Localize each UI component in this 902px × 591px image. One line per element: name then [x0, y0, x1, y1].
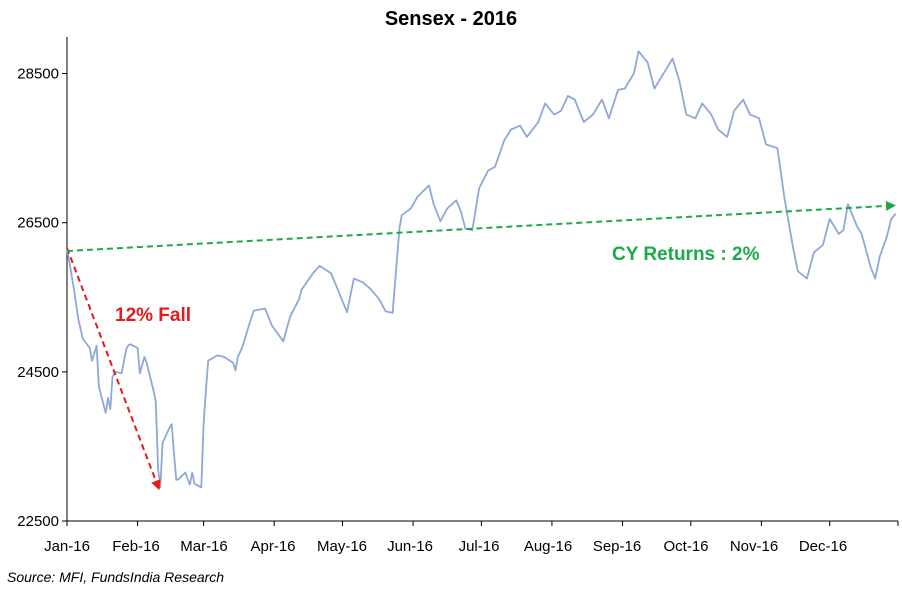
sensex-line — [66, 50, 897, 489]
x-tick-label: Mar-16 — [180, 538, 228, 555]
chart-title: Sensex - 2016 — [384, 8, 518, 30]
annotation-layer — [66, 200, 896, 491]
x-tick-label: Nov-16 — [730, 538, 778, 555]
x-tick-label: Dec-16 — [799, 538, 847, 555]
x-tick-label: Jun-16 — [387, 538, 433, 555]
y-tick-label: 24500 — [17, 364, 59, 381]
y-tick-label: 28500 — [17, 66, 59, 83]
y-tick-label: 26500 — [17, 215, 59, 232]
x-tick-label: Jan-16 — [44, 538, 90, 555]
x-tick-label: Jul-16 — [459, 538, 500, 555]
series-layer — [66, 50, 897, 489]
x-tick-label: May-16 — [317, 538, 367, 555]
source-note: Source: MFI, FundsIndia Research — [7, 569, 225, 585]
returns-annotation: CY Returns : 2% — [612, 244, 760, 265]
x-tick-label: Oct-16 — [663, 538, 708, 555]
axes: 22500 24500 26500 28500 Jan-16 Feb-16 Mar-16 Ap… — [17, 37, 899, 555]
fall-annotation: 12% Fall — [115, 305, 192, 326]
returns-arrow — [66, 200, 896, 253]
y-tick-label: 22500 — [17, 513, 59, 530]
x-tick-label: Aug-16 — [524, 538, 572, 555]
x-tick-label: Feb-16 — [112, 538, 160, 555]
fall-arrow — [66, 247, 161, 491]
x-tick-label: Apr-16 — [250, 538, 295, 555]
x-tick-label: Sep-16 — [593, 538, 641, 555]
